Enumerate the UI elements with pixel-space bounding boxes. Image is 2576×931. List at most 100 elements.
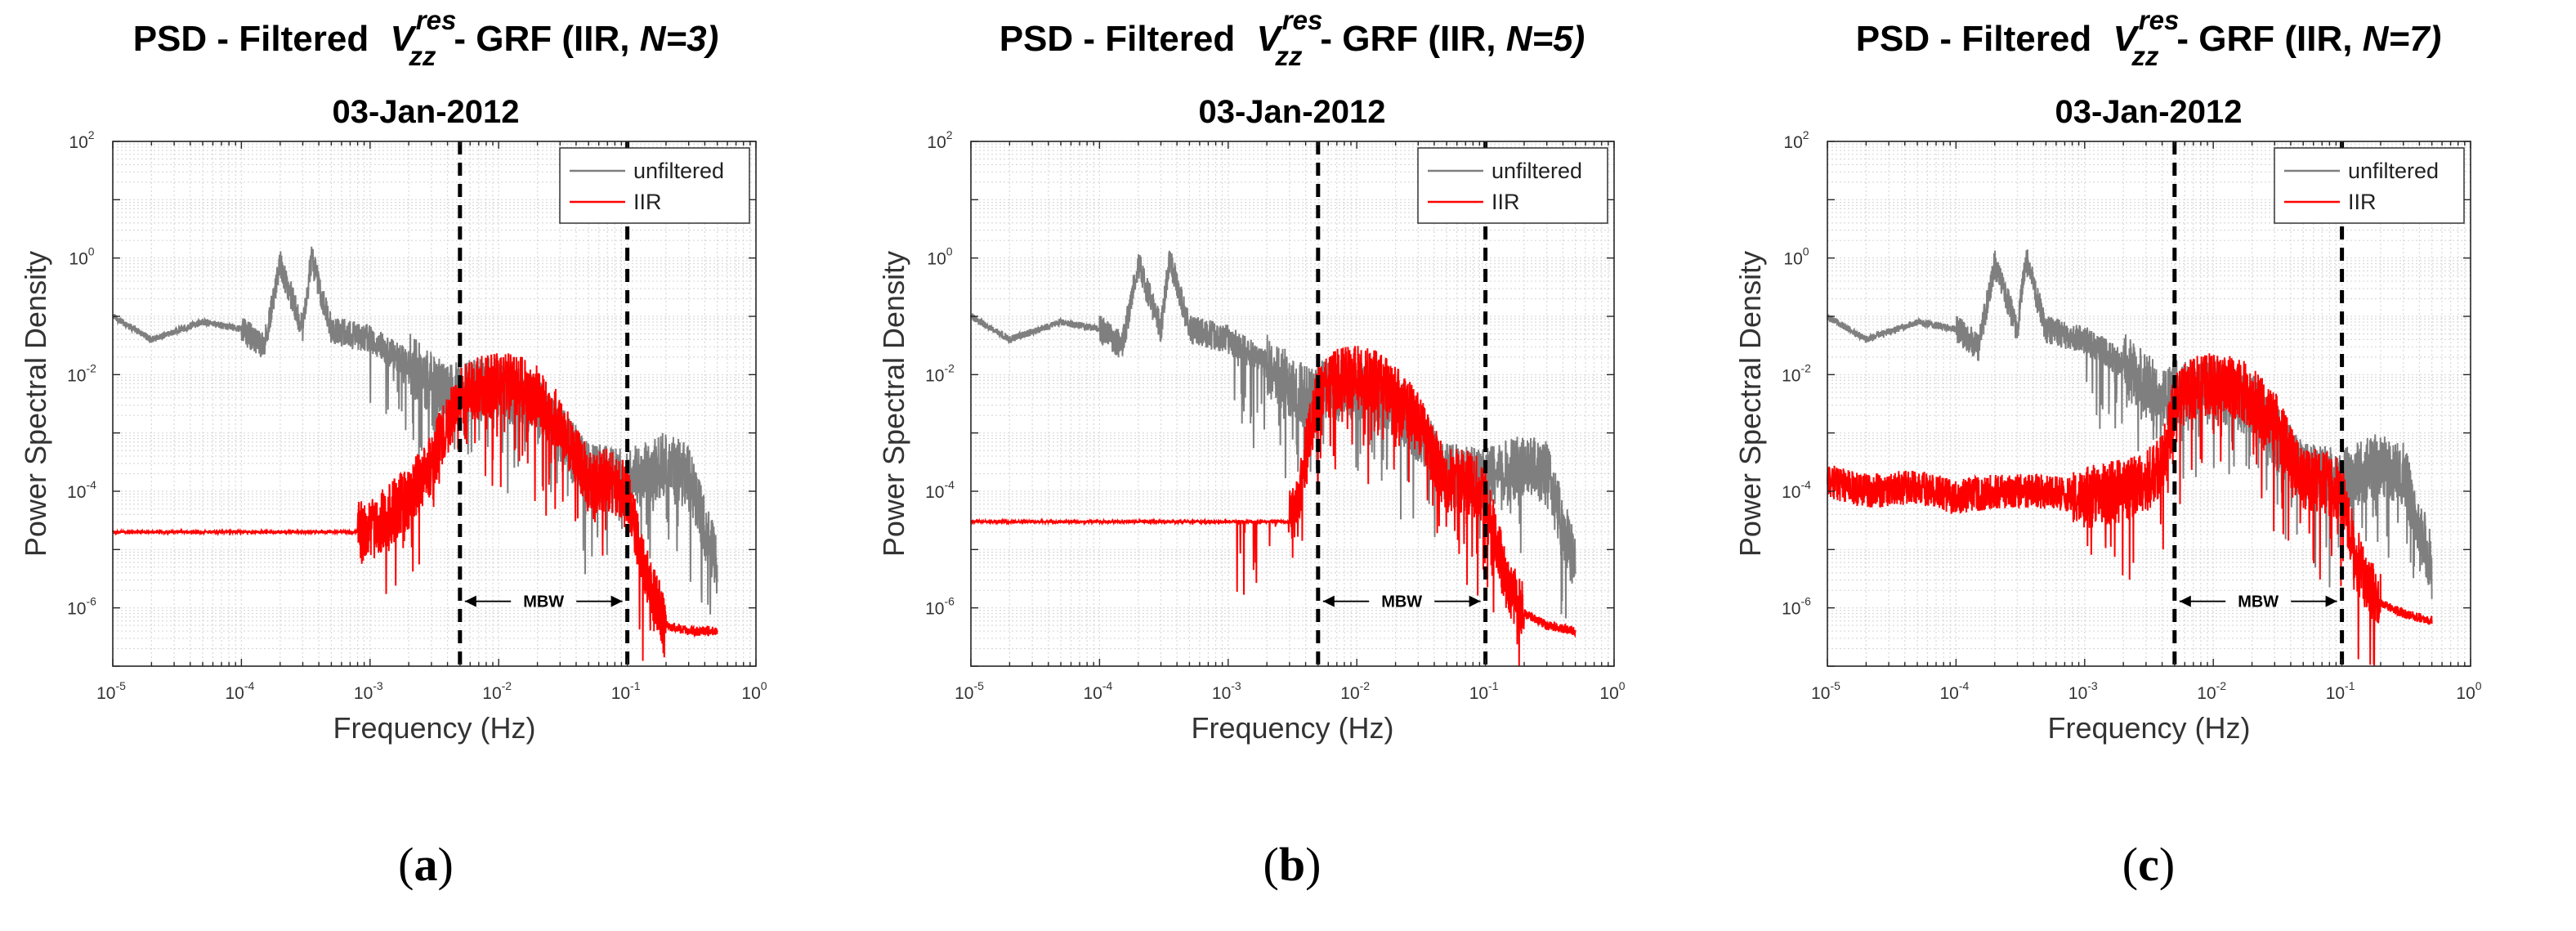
- x-tick-label: 10-1: [611, 679, 641, 703]
- x-tick-base: 10: [354, 684, 373, 703]
- panel-label-close: ): [2159, 838, 2175, 891]
- y-tick-base: 10: [69, 133, 87, 152]
- panel-label-c: (c): [2122, 838, 2175, 891]
- x-tick-base: 10: [1469, 684, 1488, 703]
- y-tick-exponent: 0: [946, 245, 953, 258]
- panel-label-a: (a): [398, 838, 454, 891]
- x-tick-label: 100: [2456, 679, 2481, 703]
- y-tick-label: 102: [927, 128, 952, 152]
- x-tick-exponent: -1: [2345, 679, 2355, 692]
- mbw-arrowhead-left: [1322, 595, 1335, 607]
- x-tick-label: 100: [741, 679, 767, 703]
- y-axis-label: Power Spectral Density: [19, 251, 52, 557]
- series-iir-line: [112, 353, 718, 661]
- mbw-label: MBW: [1381, 593, 1422, 611]
- y-tick-label: 10-4: [1782, 478, 1811, 502]
- panel-label-close: ): [438, 838, 454, 891]
- title-superscript: res: [2139, 5, 2180, 35]
- y-tick-base: 10: [69, 250, 87, 269]
- y-tick-base: 10: [1782, 600, 1800, 619]
- ticks: [1827, 141, 2471, 667]
- y-tick-exponent: -6: [1800, 595, 1811, 608]
- y-tick-label: 100: [1783, 245, 1809, 269]
- x-tick-base: 10: [1939, 684, 1958, 703]
- x-tick-exponent: -2: [1360, 679, 1371, 692]
- mbw-annotation: MBW: [464, 593, 623, 611]
- legend-box: [2274, 147, 2465, 224]
- y-tick-label: 10-4: [925, 478, 955, 502]
- title-suffix: - GRF (IIR,: [2176, 19, 2352, 59]
- x-tick-base: 10: [1212, 684, 1231, 703]
- y-tick-base: 10: [1783, 133, 1802, 152]
- y-tick-exponent: -4: [1800, 478, 1811, 491]
- title-filter-order: N=7): [2363, 19, 2442, 59]
- x-tick-base: 10: [1340, 684, 1359, 703]
- x-tick-exponent: -1: [1488, 679, 1499, 692]
- x-tick-exponent: -4: [244, 679, 255, 692]
- x-tick-exponent: -3: [2087, 679, 2098, 692]
- chart-title: PSD - Filtered Vres zz - GRF (IIR, N=7): [1856, 5, 2442, 71]
- axes-box: [1827, 141, 2471, 667]
- y-tick-label: 10-4: [67, 478, 96, 502]
- y-tick-base: 10: [927, 133, 946, 152]
- x-tick-label: 10-5: [955, 679, 984, 703]
- chart-subtitle: 03-Jan-2012: [332, 94, 519, 130]
- x-tick-label: 10-5: [96, 679, 126, 703]
- legend: unfiltered IIR: [559, 147, 750, 224]
- title-suffix: - GRF (IIR,: [454, 19, 629, 59]
- mbw-arrowhead-right: [1469, 595, 1481, 607]
- mbw-label: MBW: [523, 593, 564, 611]
- x-tick-exponent: -5: [115, 679, 126, 692]
- title-prefix: PSD - Filtered: [1000, 19, 1236, 59]
- mbw-arrowhead-left: [464, 595, 476, 607]
- title-filter-order: N=3): [640, 19, 719, 59]
- y-tick-base: 10: [925, 366, 944, 385]
- y-tick-label: 10-2: [925, 361, 955, 385]
- title-prefix: PSD - Filtered: [133, 19, 369, 59]
- title-subscript: zz: [2131, 41, 2159, 71]
- x-tick-base: 10: [2068, 684, 2087, 703]
- y-tick-exponent: -6: [944, 595, 955, 608]
- y-tick-exponent: -2: [86, 361, 96, 374]
- title-superscript: res: [1282, 5, 1323, 35]
- x-tick-base: 10: [225, 684, 244, 703]
- mbw-arrowhead-right: [2325, 595, 2337, 607]
- legend-label-unfiltered: unfiltered: [1491, 159, 1582, 183]
- x-tick-exponent: -3: [1231, 679, 1241, 692]
- series-iir-line: [1827, 353, 2433, 667]
- panel-label-letter: a: [414, 838, 438, 891]
- x-tick-label: 100: [1599, 679, 1625, 703]
- x-tick-exponent: 0: [1619, 679, 1626, 692]
- x-tick-label: 10-5: [1811, 679, 1840, 703]
- y-tick-label: 100: [69, 245, 94, 269]
- y-tick-label: 10-6: [1782, 595, 1811, 619]
- x-tick-label: 10-3: [2068, 679, 2098, 703]
- y-tick-label: 10-2: [1782, 361, 1811, 385]
- legend-label-iir: IIR: [2348, 190, 2377, 214]
- title-subscript: zz: [408, 41, 436, 71]
- title-filter-order: N=5): [1506, 19, 1585, 59]
- chart-subtitle: 03-Jan-2012: [2055, 94, 2242, 130]
- panel-label-letter: b: [1279, 838, 1305, 891]
- chart-subtitle: 03-Jan-2012: [1198, 94, 1385, 130]
- y-tick-label: 10-6: [67, 595, 96, 619]
- legend-label-iir: IIR: [1491, 190, 1520, 214]
- title-symbol: V: [1256, 19, 1283, 59]
- x-tick-exponent: -5: [1830, 679, 1840, 692]
- legend-box: [1417, 147, 1608, 224]
- y-axis-label: Power Spectral Density: [877, 251, 910, 557]
- title-prefix: PSD - Filtered: [1856, 19, 2092, 59]
- x-tick-base: 10: [96, 684, 115, 703]
- chart-title: PSD - Filtered Vres zz - GRF (IIR, N=3): [133, 5, 719, 71]
- x-tick-label: 10-3: [1212, 679, 1241, 703]
- mbw-arrowhead-left: [2179, 595, 2191, 607]
- x-tick-label: 10-2: [2197, 679, 2226, 703]
- x-tick-exponent: -5: [973, 679, 984, 692]
- x-tick-label: 10-2: [1340, 679, 1370, 703]
- x-tick-exponent: -3: [373, 679, 383, 692]
- title-symbol: V: [2113, 19, 2140, 59]
- x-tick-label: 10-1: [2326, 679, 2355, 703]
- panel-label-open: (: [398, 838, 414, 891]
- x-tick-label: 10-4: [1939, 679, 1969, 703]
